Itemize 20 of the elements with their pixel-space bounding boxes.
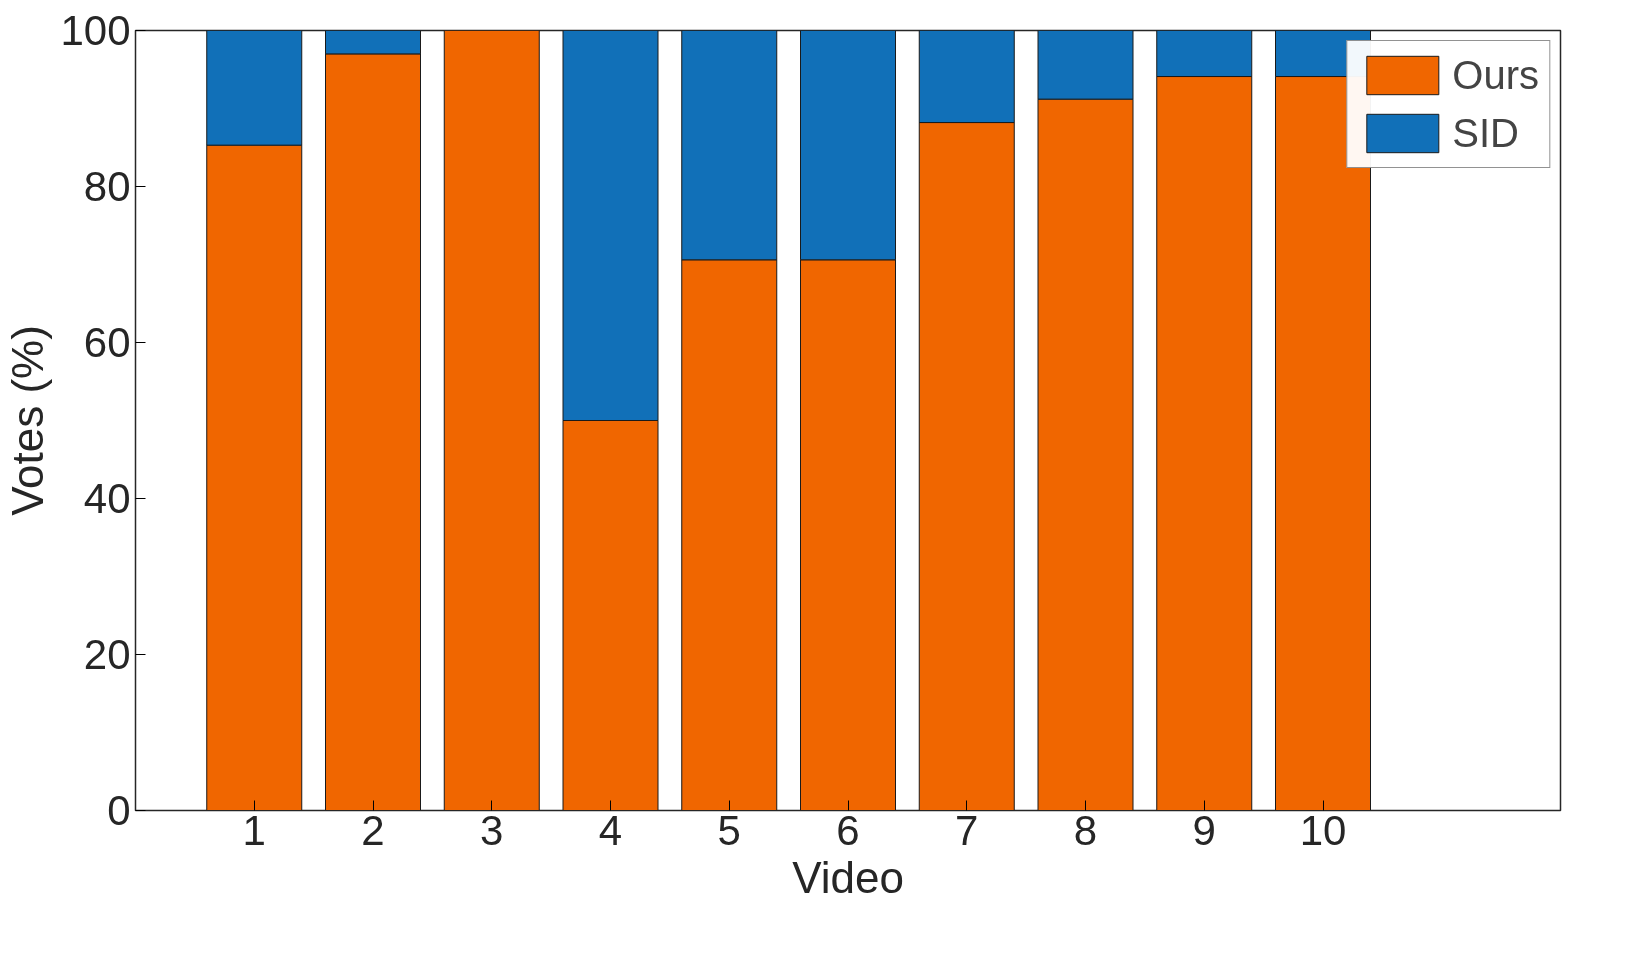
- x-tick-label: 9: [1192, 806, 1216, 854]
- x-axis-title: Video: [792, 852, 904, 902]
- x-tick-label: 2: [361, 806, 385, 854]
- y-tick-label: 20: [83, 631, 131, 678]
- legend-label: SID: [1452, 109, 1519, 157]
- y-tick-label: 80: [83, 163, 131, 210]
- y-tick-label: 60: [83, 319, 131, 366]
- x-tick-label: 6: [836, 806, 860, 854]
- x-tick-label: 8: [1073, 806, 1098, 854]
- x-tick-label: 1: [242, 806, 266, 854]
- x-tick-label: 4: [598, 806, 623, 854]
- legend-label: Ours: [1452, 51, 1539, 99]
- y-tick-label: 40: [83, 475, 131, 522]
- x-tick-label: 10: [1299, 806, 1347, 854]
- x-tick-label: 5: [717, 806, 741, 854]
- x-tick-label: 3: [480, 806, 504, 854]
- y-tick-label: 0: [107, 787, 131, 834]
- y-axis-title: Votes (%): [3, 325, 53, 516]
- x-tick-label: 7: [955, 806, 979, 854]
- y-tick-label: 100: [60, 7, 131, 54]
